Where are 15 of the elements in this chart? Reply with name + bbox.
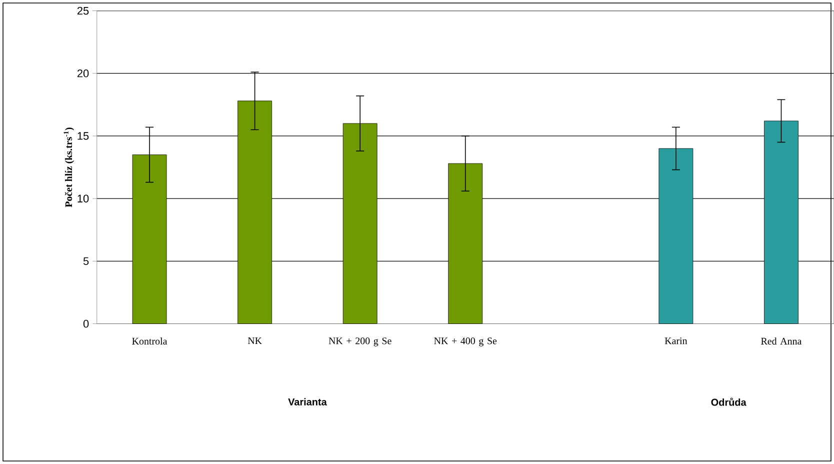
x-tick-label: NK (248, 338, 262, 344)
x-tick-label: Karin (664, 338, 688, 344)
x-tick-label: NK + 400 g Se (434, 338, 497, 346)
y-tick-label: 20 (77, 69, 89, 78)
y-tick-label: 10 (78, 194, 89, 202)
y-tick-label: 25 (77, 6, 89, 15)
y-tick-label: 5 (83, 257, 89, 265)
x-tick-label: NK + 200 g Se (328, 338, 392, 346)
y-tick-label: 15 (78, 132, 89, 140)
x-tick-label: Red Anna (761, 338, 802, 345)
y-axis-title: Počet hlíz (ks.trs$^{-1}$) (64, 128, 74, 208)
x-tick-label: Kontrola (132, 338, 168, 345)
text: Varianta (288, 398, 327, 406)
text: Odrůda (711, 398, 746, 406)
y-tick-label: 0 (83, 320, 89, 328)
